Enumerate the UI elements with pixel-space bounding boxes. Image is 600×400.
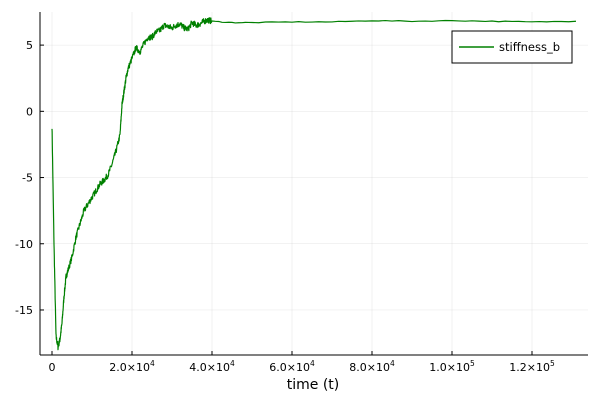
legend: stiffness_b bbox=[451, 30, 573, 64]
y-tick-label: -10 bbox=[15, 238, 33, 251]
y-tick-label: -15 bbox=[15, 304, 33, 317]
y-tick-label: 0 bbox=[26, 105, 33, 118]
x-tick-labels: 0 2.0×104 4.0×104 6.0×104 8.0×104 1.0×105 1.2×… bbox=[49, 359, 555, 374]
y-tick-label: 5 bbox=[26, 39, 33, 52]
x-tick-label: 4.0×104 bbox=[189, 359, 235, 374]
y-tick-label: -5 bbox=[22, 172, 33, 185]
y-tick-labels: 5 0 -5 -10 -15 bbox=[15, 39, 33, 317]
grid-lines bbox=[40, 12, 588, 355]
legend-label: stiffness_b bbox=[499, 40, 560, 54]
x-axis-label: time (t) bbox=[287, 377, 340, 393]
plot-area: 0 2.0×104 4.0×104 6.0×104 8.0×104 1.0×105 1.2×… bbox=[15, 12, 588, 374]
series-lines bbox=[51, 17, 577, 351]
series-line-stiffness_b bbox=[51, 17, 577, 351]
x-tick-label: 8.0×104 bbox=[349, 359, 395, 374]
x-tick-label: 1.2×105 bbox=[509, 359, 555, 374]
x-tick-label: 0 bbox=[49, 361, 56, 374]
axes bbox=[39, 12, 588, 356]
x-tick-label: 2.0×104 bbox=[109, 359, 155, 374]
x-tick-label: 6.0×104 bbox=[269, 359, 315, 374]
x-tick-label: 1.0×105 bbox=[429, 359, 475, 374]
